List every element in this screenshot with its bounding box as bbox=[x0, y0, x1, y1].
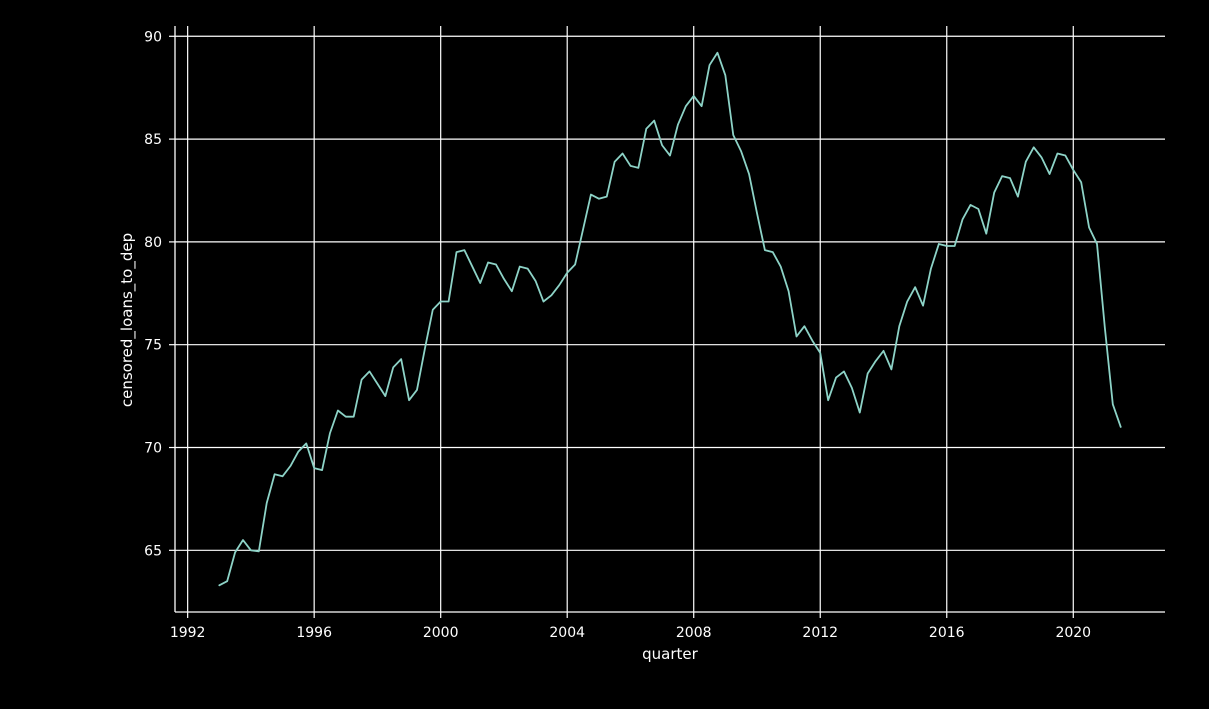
y-tick-label: 65 bbox=[144, 543, 162, 559]
y-tick-label: 75 bbox=[144, 338, 162, 354]
y-tick-labels: 65 70 75 80 85 90 bbox=[144, 29, 175, 559]
y-axis-label: censored_loans_to_dep bbox=[118, 233, 137, 407]
x-axis-label: quarter bbox=[642, 645, 698, 663]
x-tick-label: 2000 bbox=[423, 625, 459, 641]
x-tick-label: 2004 bbox=[549, 625, 585, 641]
x-tick-label: 1996 bbox=[296, 625, 332, 641]
series-lines bbox=[218, 51, 1122, 587]
x-tick-label: 2020 bbox=[1055, 625, 1091, 641]
y-tick-label: 90 bbox=[144, 29, 162, 45]
x-tick-labels: 1992 1996 2000 2004 2008 2012 2016 2020 bbox=[170, 612, 1091, 641]
x-tick-label: 2016 bbox=[929, 625, 965, 641]
x-tick-label: 1992 bbox=[170, 625, 206, 641]
x-tick-label: 2008 bbox=[676, 625, 712, 641]
series-line-0 bbox=[218, 51, 1122, 587]
y-tick-label: 70 bbox=[144, 441, 162, 457]
y-tick-label: 85 bbox=[144, 132, 162, 148]
grid-lines bbox=[175, 26, 1165, 612]
x-tick-label: 2012 bbox=[802, 625, 838, 641]
axes bbox=[174, 26, 1165, 613]
y-tick-label: 80 bbox=[144, 235, 162, 251]
